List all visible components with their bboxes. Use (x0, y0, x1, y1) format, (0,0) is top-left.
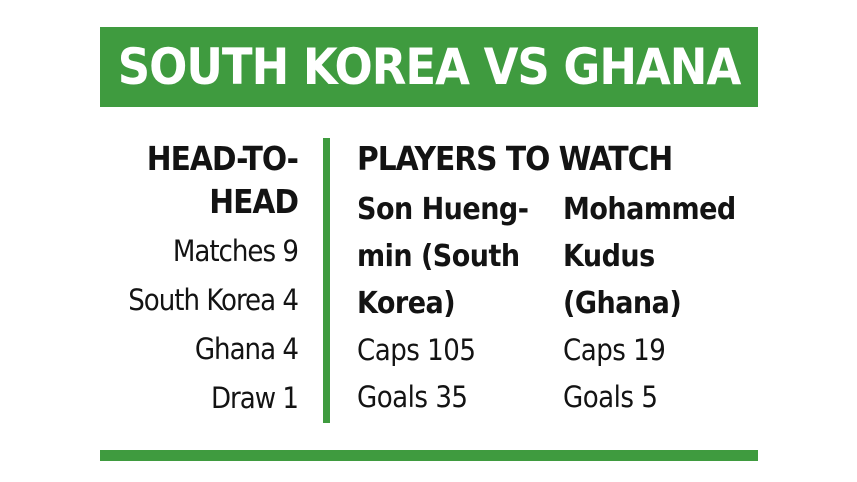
stat-value: 4 (282, 332, 299, 366)
stat-value: 105 (427, 333, 476, 367)
stat-label: South Korea (128, 283, 276, 317)
stat-row-draw: Draw 1 (100, 374, 299, 423)
stat-label: Caps (563, 333, 626, 367)
head-to-head-stats: Matches 9 South Korea 4 Ghana 4 Draw 1 (100, 227, 299, 423)
head-to-head-heading: HEAD-TO- HEAD (100, 137, 299, 223)
bottom-rule (100, 450, 758, 461)
player-name-line: min (South (357, 239, 520, 274)
stat-value: 4 (282, 283, 299, 317)
player-card-son: Son Hueng- min (South Korea) Caps 105 Go… (357, 186, 563, 421)
head-to-head-section: HEAD-TO- HEAD Matches 9 South Korea 4 Gh… (100, 137, 299, 423)
player-name-line: Kudus (563, 239, 655, 274)
player-name-line: Son Hueng- (357, 192, 529, 227)
stat-row-matches: Matches 9 (100, 227, 299, 276)
stat-label: Ghana (194, 332, 276, 366)
stat-value: 1 (282, 381, 299, 415)
player-name-line: (Ghana) (563, 286, 682, 321)
player-card-kudus: Mohammed Kudus (Ghana) Caps 19 Goals 5 (563, 186, 769, 421)
player-name-line: Mohammed (563, 192, 736, 227)
stat-label: Matches (172, 234, 276, 268)
player-goals: Goals 35 (357, 374, 563, 421)
stat-value: 19 (633, 333, 666, 367)
match-title: SOUTH KOREA VS GHANA (117, 38, 742, 96)
stat-row-ghana: Ghana 4 (100, 325, 299, 374)
player-goals: Goals 5 (563, 374, 769, 421)
infobox-content: HEAD-TO- HEAD Matches 9 South Korea 4 Gh… (100, 137, 758, 429)
player-caps: Caps 105 (357, 327, 563, 374)
player-name: Mohammed Kudus (Ghana) (563, 186, 769, 327)
stat-label: Draw (210, 381, 276, 415)
head-to-head-heading-line: HEAD-TO- (146, 139, 299, 178)
match-banner: SOUTH KOREA VS GHANA (100, 27, 758, 107)
stat-value: 5 (641, 380, 658, 414)
player-name: Son Hueng- min (South Korea) (357, 186, 563, 327)
player-name-line: Korea) (357, 286, 456, 321)
head-to-head-heading-line: HEAD (209, 182, 299, 221)
stat-label: Goals (563, 380, 634, 414)
stat-label: Caps (357, 333, 420, 367)
players-to-watch-section: PLAYERS TO WATCH Son Hueng- min (South K… (357, 137, 758, 421)
stat-label: Goals (357, 380, 428, 414)
vertical-divider (323, 138, 330, 423)
stat-value: 35 (435, 380, 468, 414)
players-row: Son Hueng- min (South Korea) Caps 105 Go… (357, 186, 758, 421)
player-caps: Caps 19 (563, 327, 769, 374)
stat-row-south-korea: South Korea 4 (100, 276, 299, 325)
players-to-watch-heading: PLAYERS TO WATCH (357, 139, 673, 178)
stat-value: 9 (282, 234, 299, 268)
